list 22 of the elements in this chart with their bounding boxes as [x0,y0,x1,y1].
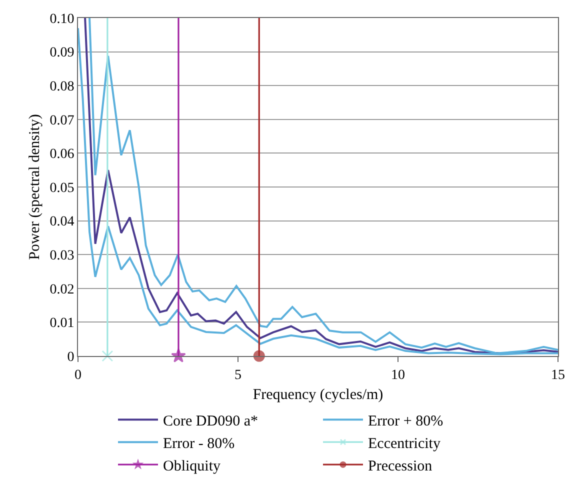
y-tick-label: 0 [67,350,74,365]
y-tick-label: 0.04 [50,214,74,230]
x-tick-label: 5 [234,368,242,383]
y-tick-label: 0.02 [50,282,74,298]
legend-label: Precession [368,458,433,474]
y-tick-label: 0.06 [50,147,74,162]
y-tick-label: 0.09 [50,46,74,61]
legend-label: Error - 80% [163,436,235,452]
y-tick-label: 0.10 [50,12,74,27]
y-tick-label: 0.05 [50,180,74,196]
x-tick-label: 15 [551,368,565,383]
legend-label: Obliquity [163,458,221,474]
x-axis-title: Frequency (cycles/m) [252,386,384,403]
y-tick-label: 0.07 [50,113,74,128]
y-tick-label: 0.03 [50,248,74,264]
y-tick-label: 0.01 [50,316,74,332]
y-axis-title: Power (spectral density) [26,114,43,260]
y-tick-label: 0.08 [50,80,74,94]
legend-label: Core DD090 a* [163,413,258,430]
x-tick-label: 10 [391,368,405,383]
legend-label: Error + 80% [368,413,444,430]
legend-label: Eccentricity [368,436,441,452]
